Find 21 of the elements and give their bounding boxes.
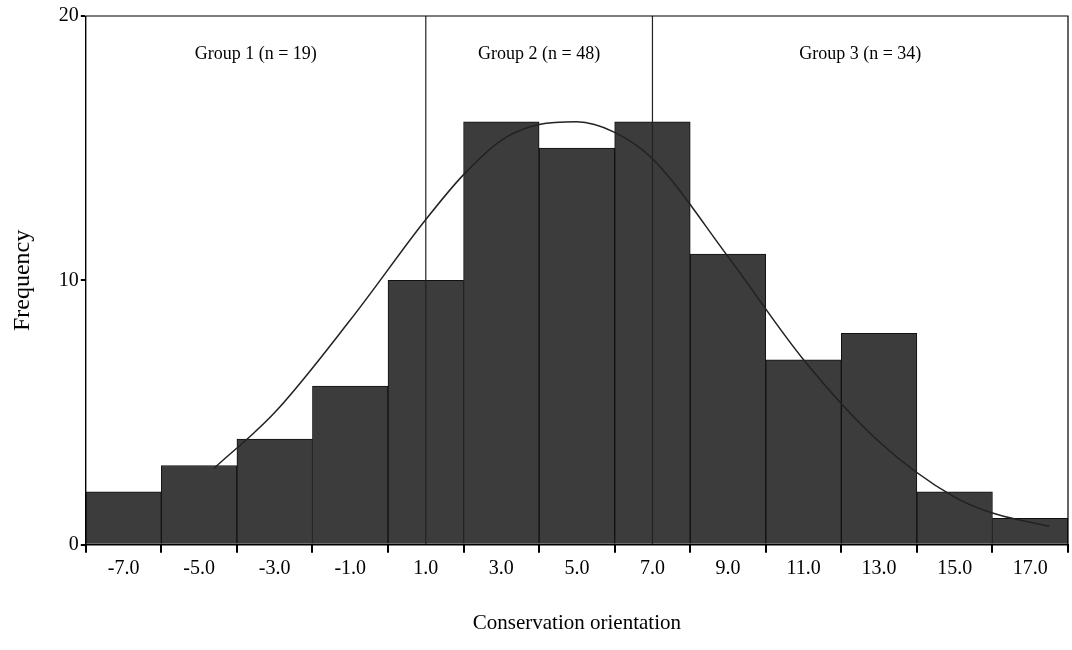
x-tick-label: 1.0 (413, 556, 439, 579)
x-tick-label: 15.0 (937, 556, 973, 579)
x-tick-label: 13.0 (861, 556, 897, 579)
annotation: Group 3 (n = 34) (799, 42, 922, 64)
x-tick-label: 11.0 (786, 556, 821, 579)
x-tick-label: 5.0 (564, 556, 590, 579)
y-tick-label: 20 (58, 3, 79, 26)
y-tick-label: 10 (58, 267, 79, 290)
x-tick-label: -5.0 (183, 556, 215, 579)
x-tick-label: 9.0 (715, 556, 741, 579)
x-tick-label: 17.0 (1012, 556, 1048, 579)
x-tick-label: 3.0 (488, 556, 514, 579)
y-tick-label: 0 (68, 532, 79, 555)
x-axis-title: Conservation orientation (472, 609, 682, 634)
x-tick-label: -7.0 (107, 556, 140, 579)
x-tick-label: -3.0 (258, 556, 291, 579)
annotation: Group 1 (n = 19) (194, 42, 317, 64)
y-axis-title: Frequency (7, 229, 34, 332)
x-tick-label: 7.0 (639, 556, 665, 579)
x-tick-label: -1.0 (334, 556, 367, 579)
annotation: Group 2 (n = 48) (478, 42, 601, 64)
